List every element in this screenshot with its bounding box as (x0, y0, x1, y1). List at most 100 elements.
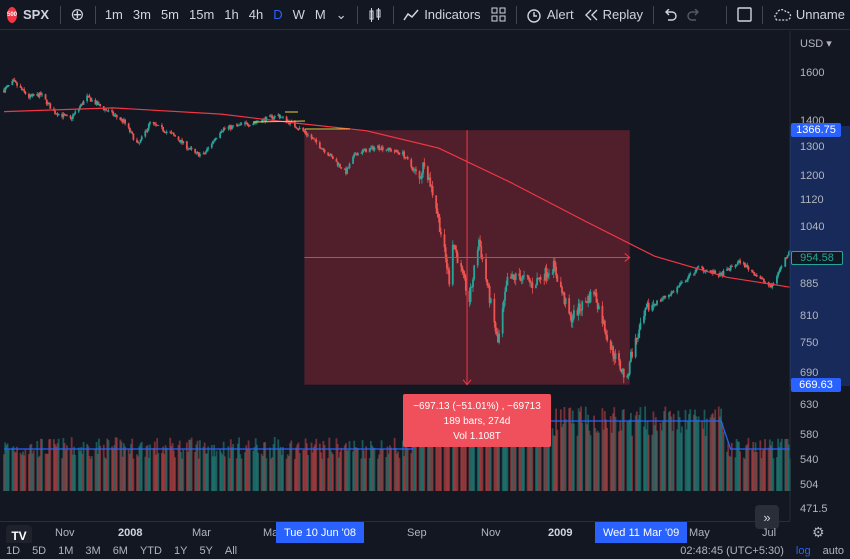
candle-body (609, 340, 612, 350)
interval-4h[interactable]: 4h (248, 7, 264, 22)
replay-button[interactable]: Replay (579, 0, 648, 30)
scroll-to-realtime-button[interactable]: » (755, 505, 779, 529)
candle-body (22, 89, 24, 91)
volume-bar (320, 452, 322, 491)
volume-bar (14, 452, 17, 491)
candle-body (568, 298, 571, 314)
volume-bar (305, 443, 308, 491)
range-YTD[interactable]: YTD (139, 545, 162, 557)
volume-bar (742, 457, 745, 491)
candle-body (153, 123, 156, 125)
auto-toggle[interactable]: auto (822, 545, 844, 557)
fullscreen-icon[interactable] (732, 0, 757, 30)
candle-body (293, 121, 296, 127)
volume-bar (235, 458, 238, 491)
volume-bar (410, 453, 413, 491)
top-toolbar: 500 SPX ⊕ 1m 3m 5m 15m 1h 4h D W M ⌄ Indicators … (0, 0, 850, 30)
currency-label[interactable]: USD ▾ (800, 38, 832, 50)
candle-body (3, 89, 5, 93)
redo-icon[interactable] (682, 0, 706, 30)
range-group: 1D 5D 1M 3M 6M YTD 1Y 5Y All (0, 545, 243, 557)
range-3M[interactable]: 3M (85, 545, 101, 557)
volume-bar (347, 450, 350, 491)
alert-button[interactable]: Alert (521, 0, 579, 30)
candle-type-icon[interactable] (362, 0, 388, 30)
interval-D[interactable]: D (273, 7, 283, 22)
volume-bar (144, 456, 147, 491)
candle-body (406, 157, 409, 160)
candle-body (164, 131, 167, 134)
volume-bar (285, 458, 288, 491)
candle-body (378, 145, 381, 150)
interval-M[interactable]: M (314, 7, 326, 22)
indicators-icon (403, 9, 419, 20)
range-5D[interactable]: 5D (32, 545, 47, 557)
volume-bar (627, 421, 630, 491)
volume-bar (335, 438, 338, 491)
candle-body (777, 272, 780, 277)
interval-5m[interactable]: 5m (160, 7, 179, 22)
candle-body (380, 146, 383, 150)
time-axis[interactable]: Jul May 2009 Nov Sep Ma Mar 2008 Nov Tue 10 Jun … (0, 521, 790, 544)
candle-body (89, 97, 92, 102)
range-All[interactable]: All (224, 545, 238, 557)
range-1Y[interactable]: 1Y (173, 545, 188, 557)
volume-bar (768, 439, 771, 491)
candle-body (695, 268, 698, 273)
volume-bar (31, 453, 34, 491)
volume-bar (139, 443, 142, 491)
volume-bar (702, 428, 705, 491)
volume-bar (73, 446, 75, 491)
interval-3m[interactable]: 3m (132, 7, 151, 22)
indicators-button[interactable]: Indicators (398, 0, 485, 30)
candle-body (385, 149, 388, 151)
chart-area[interactable]: 1600 1400 1300 1200 1120 1040 885 810 750 690 630 5… (0, 31, 850, 547)
interval-1m[interactable]: 1m (104, 7, 123, 22)
range-1D[interactable]: 1D (6, 545, 21, 557)
range-6M[interactable]: 6M (112, 545, 128, 557)
layout-button[interactable]: Unname (767, 0, 850, 30)
candle-body (96, 101, 99, 106)
symbol-name[interactable]: SPX (23, 7, 50, 22)
candle-body (677, 286, 680, 288)
interval-W[interactable]: W (292, 7, 305, 22)
range-1M[interactable]: 1M (58, 545, 74, 557)
candle-body (639, 322, 642, 330)
candle-body (485, 258, 487, 280)
volume-bar (81, 453, 84, 491)
volume-bar (521, 424, 524, 491)
candle-body (398, 152, 401, 155)
log-toggle[interactable]: log (795, 545, 811, 557)
candle-body (681, 281, 683, 283)
candle-body (245, 122, 248, 124)
interval-1h[interactable]: 1h (224, 7, 239, 22)
volume-bar (361, 440, 364, 491)
time-tick: 2009 (548, 527, 573, 539)
settings-gear-icon[interactable]: ⚙ (812, 524, 825, 540)
volume-bar (431, 406, 434, 491)
price-tag-last: 954.58 (791, 251, 843, 265)
interval-15m[interactable]: 15m (189, 7, 215, 22)
volume-bar (86, 444, 89, 491)
price-chart[interactable] (0, 31, 850, 521)
range-5Y[interactable]: 5Y (199, 545, 213, 557)
candle-body (139, 139, 142, 143)
volume-bar (95, 441, 98, 491)
candle-body (74, 111, 77, 114)
candle-body (207, 147, 210, 149)
templates-icon[interactable] (486, 0, 511, 30)
volume-bar (187, 452, 189, 491)
volume-bar (132, 458, 135, 491)
clock[interactable]: 02:48:45 (UTC+5:30) (680, 545, 784, 557)
interval-more-icon[interactable]: ⌄ (335, 6, 347, 22)
candle-body (440, 231, 442, 235)
candle-body (618, 353, 620, 361)
candle-body (113, 115, 116, 116)
candle-body (386, 149, 389, 151)
candle-body (627, 374, 630, 376)
undo-icon[interactable] (658, 0, 682, 30)
candle-body (776, 276, 778, 284)
volume-bar (369, 440, 372, 491)
add-symbol-icon[interactable]: ⊕ (70, 4, 85, 24)
volume-bar (94, 448, 97, 491)
